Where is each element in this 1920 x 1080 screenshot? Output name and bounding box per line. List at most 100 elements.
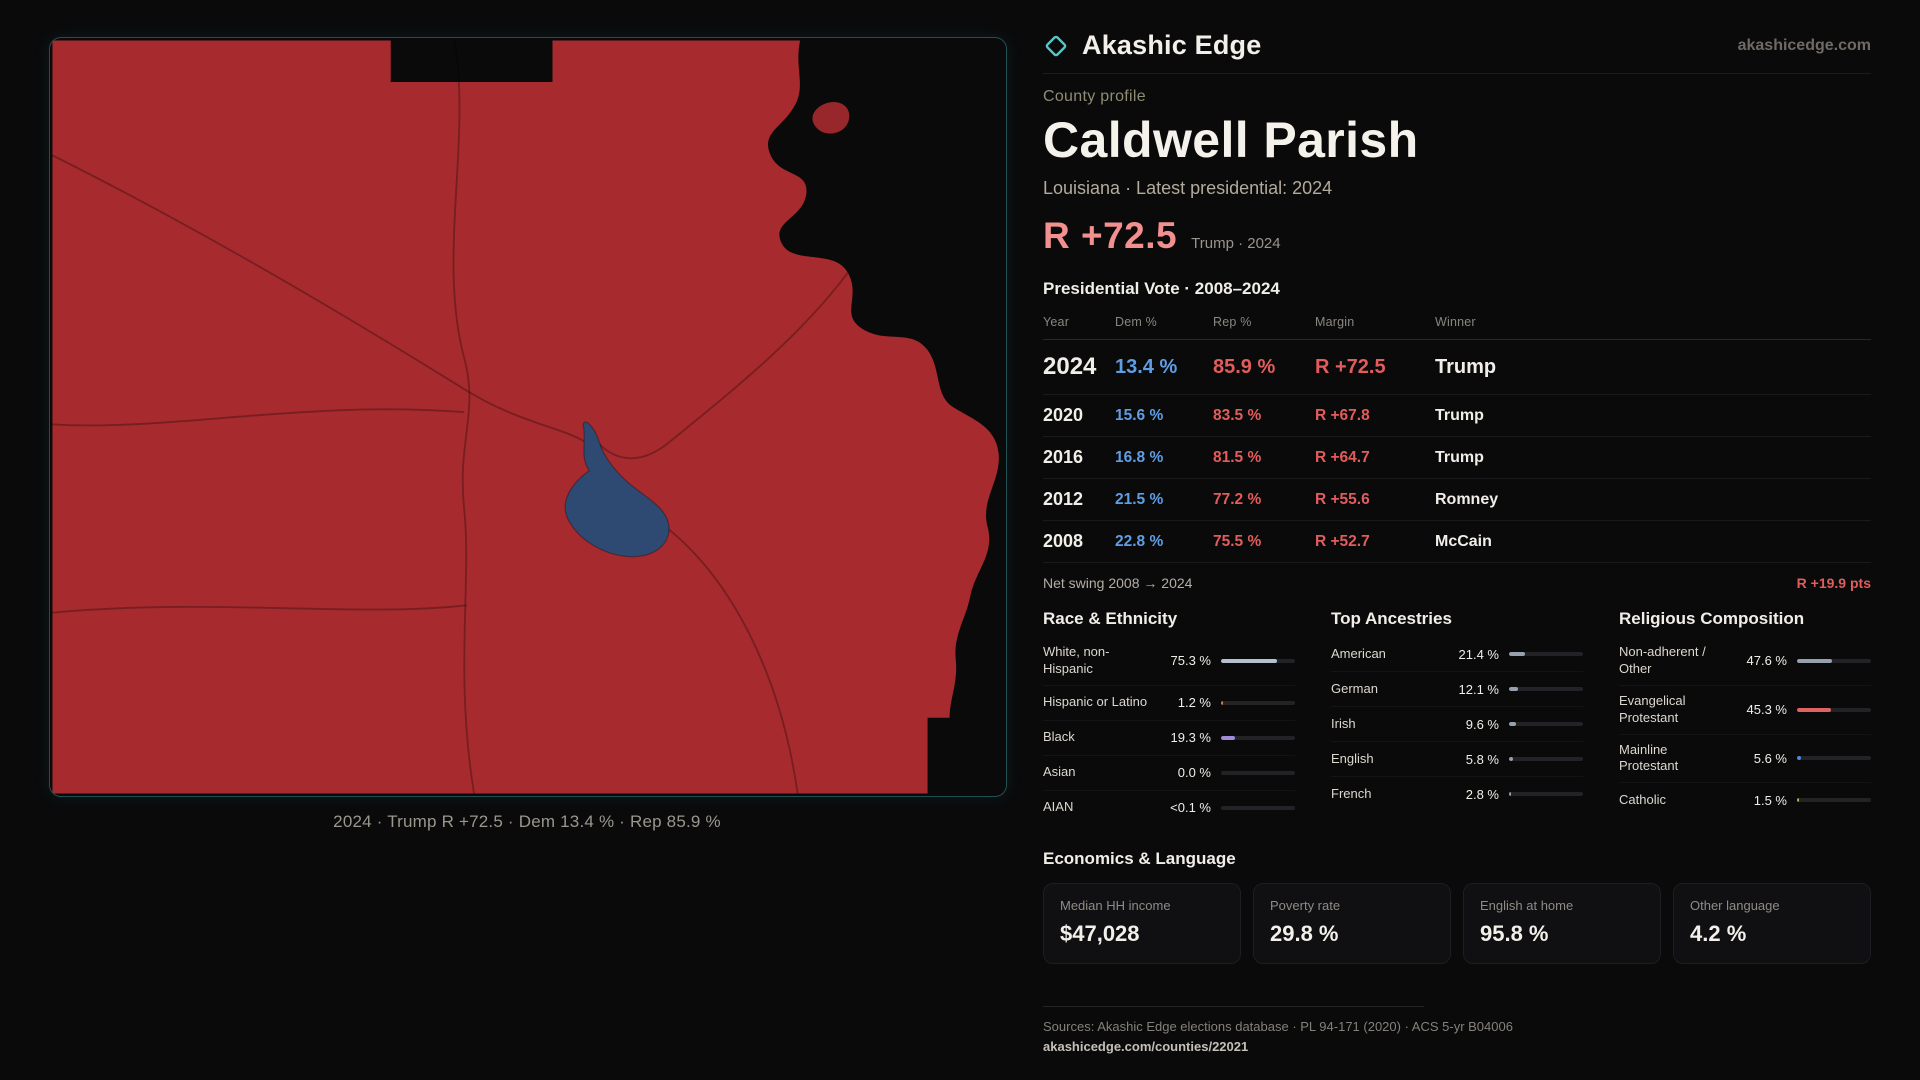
demo-value: <0.1 % [1170,800,1211,816]
religion-row: Catholic 1.5 % [1619,783,1871,817]
cell-year: 2008 [1043,531,1084,551]
map-panel [49,37,1007,797]
cell-rep: 81.5 % [1213,448,1262,466]
cell-year: 2012 [1043,489,1084,509]
demo-bar-fill [1221,700,1223,705]
demo-bar-track [1797,707,1871,712]
cell-winner: Trump [1435,406,1484,424]
table-row-2024: 2024 13.4 % 85.9 % R +72.5 Trump [1043,340,1871,395]
stat-card-other-language: Other language 4.2 % [1673,882,1871,964]
vote-table: Year Dem % Rep % Margin Winner 2024 13.4… [1043,307,1871,563]
demo-label: Hispanic or Latino [1043,694,1148,710]
demo-bar-track [1509,792,1583,796]
ancestry-row: American 21.4 % [1331,637,1583,672]
demo-label: French [1331,785,1372,801]
demo-label: Mainline Protestant [1619,741,1679,774]
demo-value: 5.8 % [1465,751,1499,767]
sources-text: Sources: Akashic Edge elections database… [1043,1018,1513,1034]
kicker-label: County profile [1043,88,1146,105]
ancestry-row: German 12.1 % [1331,672,1583,707]
religion-section: Religious Composition Non-adherent / Oth… [1619,609,1871,825]
economics-section-title: Economics & Language [1043,848,1236,868]
cell-dem: 13.4 % [1115,355,1178,378]
race-row: White, non-Hispanic 75.3 % [1043,637,1295,686]
demo-bar-track [1509,687,1583,691]
cell-year: 2020 [1043,405,1084,425]
cell-margin: R +52.7 [1315,532,1370,550]
table-row-2012: 2012 21.5 % 77.2 % R +55.6 Romney [1043,479,1871,521]
cell-rep: 83.5 % [1213,406,1262,424]
net-swing-row: Net swing 2008 → 2024 R +19.9 pts [1043,563,1871,591]
cell-margin: R +72.5 [1315,355,1386,378]
table-row-2008: 2008 22.8 % 75.5 % R +52.7 McCain [1043,521,1871,563]
net-swing-value: R +19.9 pts [1796,575,1871,591]
cell-rep: 75.5 % [1213,532,1262,550]
race-row: Asian 0.0 % [1043,756,1295,791]
vote-table-title: Presidential Vote · 2008–2024 [1043,279,1280,298]
profile-pane: Akashic Edge akashicedge.com County prof… [1043,30,1871,1056]
demo-bar-fill [1509,652,1525,656]
river-oxbow-shape [812,102,850,134]
stat-label: Other language [1690,897,1780,913]
cell-rep: 77.2 % [1213,490,1262,508]
permalink[interactable]: akashicedge.com/counties/22021 [1043,1038,1249,1054]
demo-bar-fill [1509,687,1518,691]
headline-margin-note: Trump · 2024 [1191,235,1281,252]
col-year: Year [1043,315,1070,329]
stat-value: 95.8 % [1480,920,1549,946]
demo-bar-track [1221,805,1295,810]
page-title: Caldwell Parish [1043,112,1419,168]
cell-winner: Trump [1435,355,1497,378]
stat-card-median-income: Median HH income $47,028 [1043,882,1241,964]
demo-value: 0.0 % [1177,765,1211,781]
demo-bar-track [1221,770,1295,775]
ancestry-row: Irish 9.6 % [1331,707,1583,742]
net-swing-label: Net swing 2008 → 2024 [1043,575,1193,591]
demo-label: White, non-Hispanic [1043,644,1110,676]
demo-label: German [1331,680,1378,696]
demo-bar-track [1797,756,1871,761]
cell-year: 2016 [1043,447,1084,467]
ancestries-section-title: Top Ancestries [1331,609,1452,628]
sources-footer: Sources: Akashic Edge elections database… [1043,1005,1871,1056]
demo-bar-track [1509,652,1583,656]
demo-label: Evangelical Protestant [1619,692,1686,725]
table-row-2020: 2020 15.6 % 83.5 % R +67.8 Trump [1043,395,1871,437]
map-caption: 2024 · Trump R +72.5 · Dem 13.4 % · Rep … [333,812,721,831]
stat-label: Poverty rate [1270,897,1341,913]
lake-shape [564,421,670,558]
demo-value: 12.1 % [1458,681,1499,697]
economics-stats-row: Median HH income $47,028 Poverty rate 29… [1043,882,1871,964]
stat-card-english-at-home: English at home 95.8 % [1463,882,1661,964]
demo-label: Black [1043,729,1075,745]
cell-dem: 22.8 % [1115,532,1164,550]
cell-margin: R +55.6 [1315,490,1370,508]
race-ethnicity-section: Race & Ethnicity White, non-Hispanic 75.… [1043,609,1295,825]
stat-value: 4.2 % [1690,920,1747,946]
brand-domain-link[interactable]: akashicedge.com [1737,36,1871,54]
demo-value: 9.6 % [1465,716,1499,732]
cell-winner: Romney [1435,490,1499,508]
demo-bar-track [1221,658,1295,663]
demo-bar-track [1797,658,1871,663]
county-map [52,40,999,794]
demo-bar-fill [1509,757,1514,761]
cell-dem: 16.8 % [1115,448,1164,466]
ancestry-row: French 2.8 % [1331,777,1583,811]
demo-label: American [1331,645,1386,661]
demo-label: Asian [1043,764,1076,780]
demo-bar-fill [1221,658,1277,663]
religion-section-title: Religious Composition [1619,609,1805,628]
cell-dem: 15.6 % [1115,406,1164,424]
race-row: AIAN <0.1 % [1043,791,1295,825]
cell-year: 2024 [1043,353,1097,380]
demo-value: 2.8 % [1465,786,1499,802]
demo-bar-track [1221,735,1295,740]
headline-margin-value: R +72.5 [1043,215,1178,256]
demo-value: 21.4 % [1458,646,1499,662]
brand-diamond-icon [1045,35,1067,56]
footer-divider [1043,1005,1424,1007]
demo-value: 1.2 % [1177,695,1211,711]
stat-value: $47,028 [1060,920,1140,946]
religion-row: Mainline Protestant 5.6 % [1619,735,1871,784]
